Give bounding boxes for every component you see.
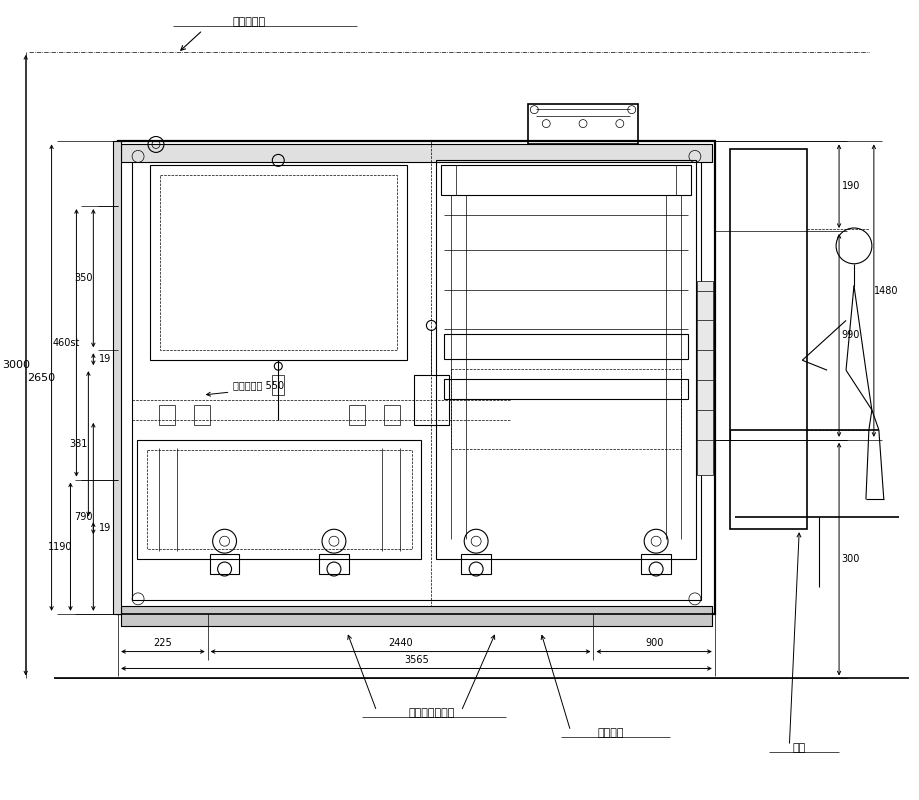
Bar: [132, 155, 700, 600]
Bar: [113, 142, 121, 614]
Text: 19: 19: [99, 354, 111, 364]
Text: 最大抄内寸 550: 最大抄内寸 550: [233, 380, 283, 390]
Bar: [118, 142, 714, 614]
Text: 前置安全光电管: 前置安全光电管: [408, 708, 454, 718]
Bar: [121, 145, 711, 162]
Text: 190: 190: [841, 182, 859, 191]
Text: 天花板高度: 天花板高度: [233, 17, 266, 27]
Bar: [194, 405, 210, 425]
Bar: [121, 606, 711, 626]
Text: 19: 19: [99, 523, 111, 534]
Bar: [137, 440, 421, 559]
Text: 3565: 3565: [403, 654, 428, 665]
Bar: [348, 405, 365, 425]
Bar: [113, 142, 121, 614]
Bar: [641, 554, 670, 574]
Bar: [729, 150, 806, 530]
Text: 900: 900: [644, 638, 663, 648]
Text: 225: 225: [153, 638, 172, 648]
Text: 3000: 3000: [2, 360, 29, 370]
Text: 1190: 1190: [48, 542, 73, 552]
Text: 凳子: 凳子: [792, 743, 805, 753]
Bar: [160, 175, 396, 350]
Bar: [696, 281, 712, 474]
Text: 2650: 2650: [28, 373, 56, 382]
Text: 2440: 2440: [388, 638, 413, 648]
Text: 381: 381: [69, 438, 87, 449]
Bar: [436, 160, 695, 559]
Bar: [383, 405, 399, 425]
Text: 垫子开关: 垫子开关: [596, 728, 623, 738]
Bar: [441, 166, 690, 195]
Bar: [147, 450, 411, 549]
Text: 460st: 460st: [52, 338, 80, 348]
Bar: [150, 166, 406, 360]
Bar: [210, 554, 239, 574]
Text: 350: 350: [74, 273, 93, 283]
Bar: [451, 369, 680, 449]
Bar: [121, 606, 711, 626]
Bar: [460, 554, 491, 574]
Bar: [444, 379, 687, 399]
Text: 1480: 1480: [873, 286, 897, 296]
Bar: [121, 145, 711, 162]
Bar: [528, 104, 637, 145]
Bar: [319, 554, 348, 574]
Text: 300: 300: [841, 554, 859, 564]
Bar: [444, 334, 687, 359]
Bar: [159, 405, 175, 425]
Bar: [413, 375, 448, 425]
Bar: [272, 375, 284, 395]
Text: 990: 990: [841, 330, 859, 340]
Text: 790: 790: [74, 512, 93, 522]
